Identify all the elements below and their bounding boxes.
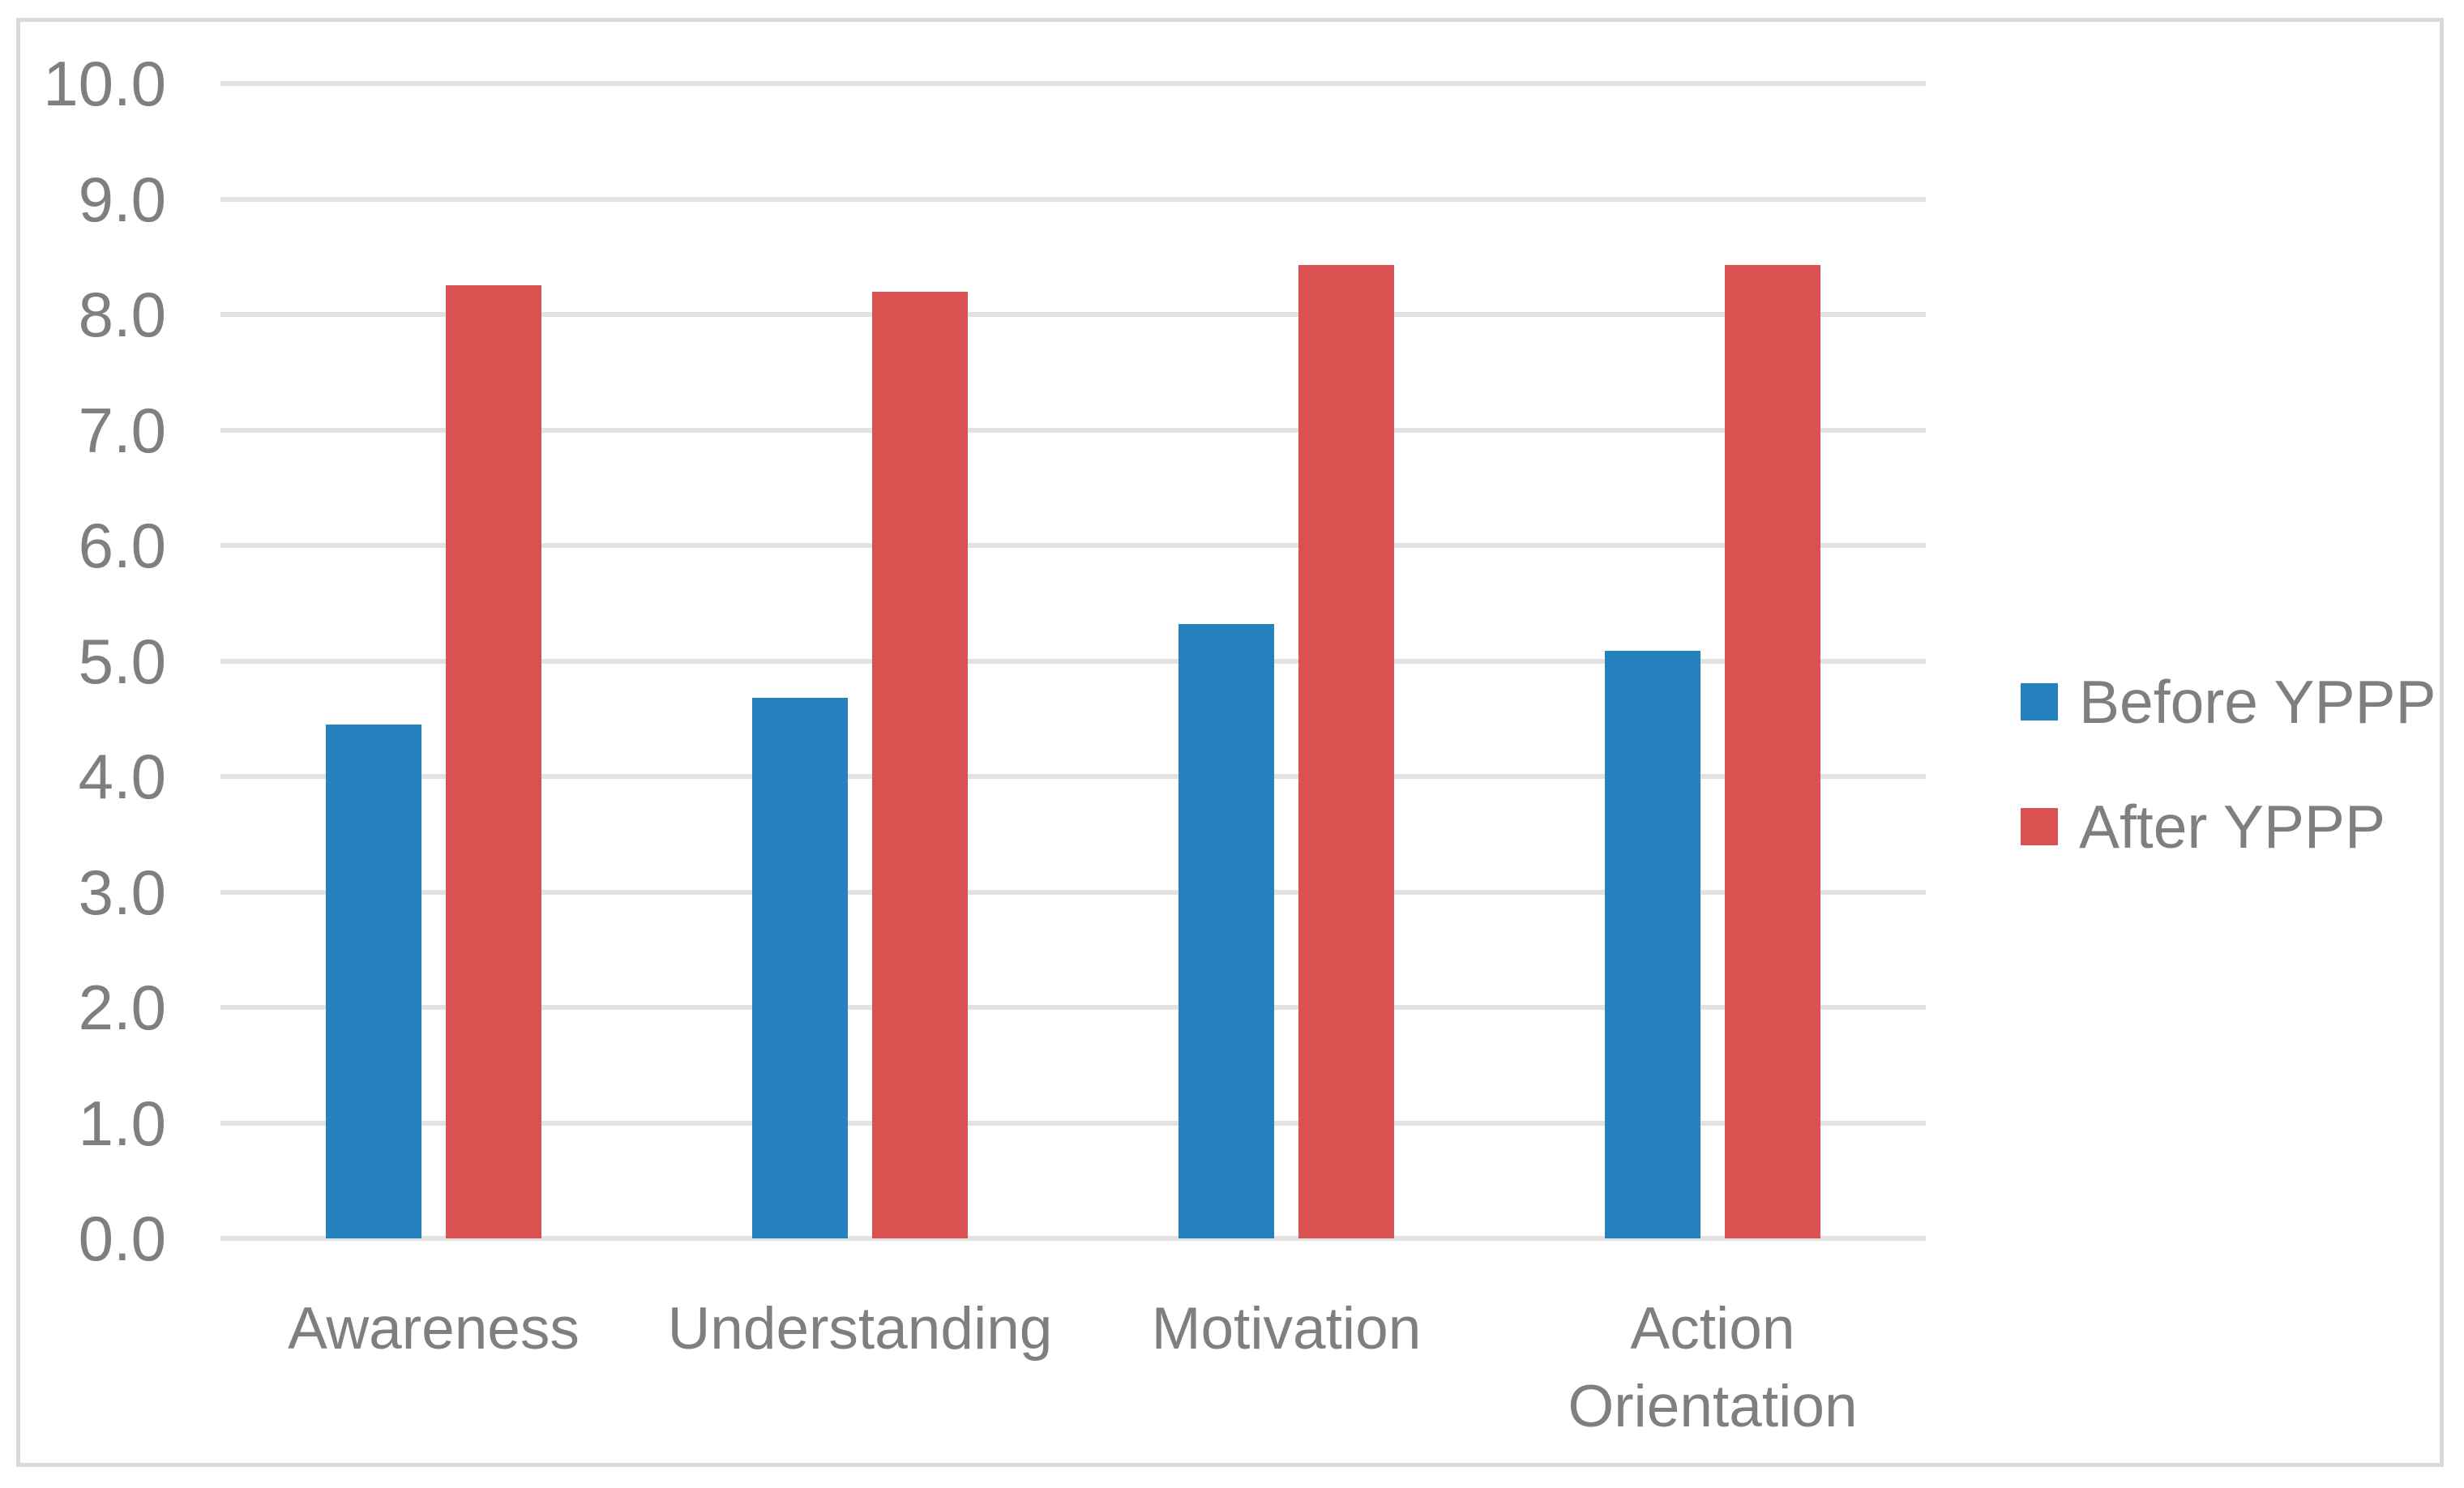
legend-item-after-yppp: After YPPP bbox=[2021, 792, 2385, 862]
legend-swatch-icon bbox=[2021, 683, 2058, 720]
x-category-label: Understanding bbox=[667, 1296, 1053, 1362]
legend-item-before-yppp: Before YPPP bbox=[2021, 667, 2436, 737]
bar-before-understanding bbox=[752, 698, 848, 1238]
gridline-8.0 bbox=[220, 312, 1926, 317]
bar-after-motivation bbox=[1298, 264, 1394, 1238]
x-category-label: Motivation bbox=[1151, 1296, 1422, 1362]
legend-label: Before YPPP bbox=[2079, 668, 2436, 736]
x-category-label: Awareness bbox=[288, 1296, 580, 1362]
legend-label: After YPPP bbox=[2079, 793, 2385, 861]
gridline-2.0 bbox=[220, 1005, 1926, 1010]
gridline-5.0 bbox=[220, 658, 1926, 664]
gridline-9.0 bbox=[220, 196, 1926, 202]
y-tick-label: 3.0 bbox=[78, 856, 166, 928]
gridline-4.0 bbox=[220, 774, 1926, 779]
gridline-10.0 bbox=[220, 81, 1926, 86]
bar-before-awareness bbox=[326, 724, 421, 1238]
y-tick-label: 0.0 bbox=[78, 1203, 166, 1274]
gridline-7.0 bbox=[220, 427, 1926, 433]
gridline-3.0 bbox=[220, 889, 1926, 895]
y-tick-label: 6.0 bbox=[78, 510, 166, 581]
bar-before-action-orientation bbox=[1605, 650, 1700, 1238]
gridline-0.0 bbox=[220, 1236, 1926, 1241]
bar-after-understanding bbox=[872, 291, 968, 1238]
y-tick-label: 9.0 bbox=[78, 163, 166, 235]
legend-swatch-icon bbox=[2021, 808, 2058, 845]
y-tick-label: 8.0 bbox=[78, 279, 166, 350]
bar-after-action-orientation bbox=[1725, 264, 1820, 1238]
y-tick-label: 7.0 bbox=[78, 394, 166, 466]
x-category-label: Action Orientation bbox=[1568, 1296, 1858, 1439]
y-tick-label: 1.0 bbox=[78, 1087, 166, 1159]
gridline-1.0 bbox=[220, 1120, 1926, 1126]
y-tick-label: 2.0 bbox=[78, 972, 166, 1043]
y-tick-label: 4.0 bbox=[78, 741, 166, 812]
gridline-6.0 bbox=[220, 543, 1926, 548]
bar-after-awareness bbox=[446, 285, 541, 1238]
bar-before-motivation bbox=[1179, 623, 1274, 1238]
y-tick-label: 10.0 bbox=[43, 48, 166, 119]
y-tick-label: 5.0 bbox=[78, 625, 166, 697]
